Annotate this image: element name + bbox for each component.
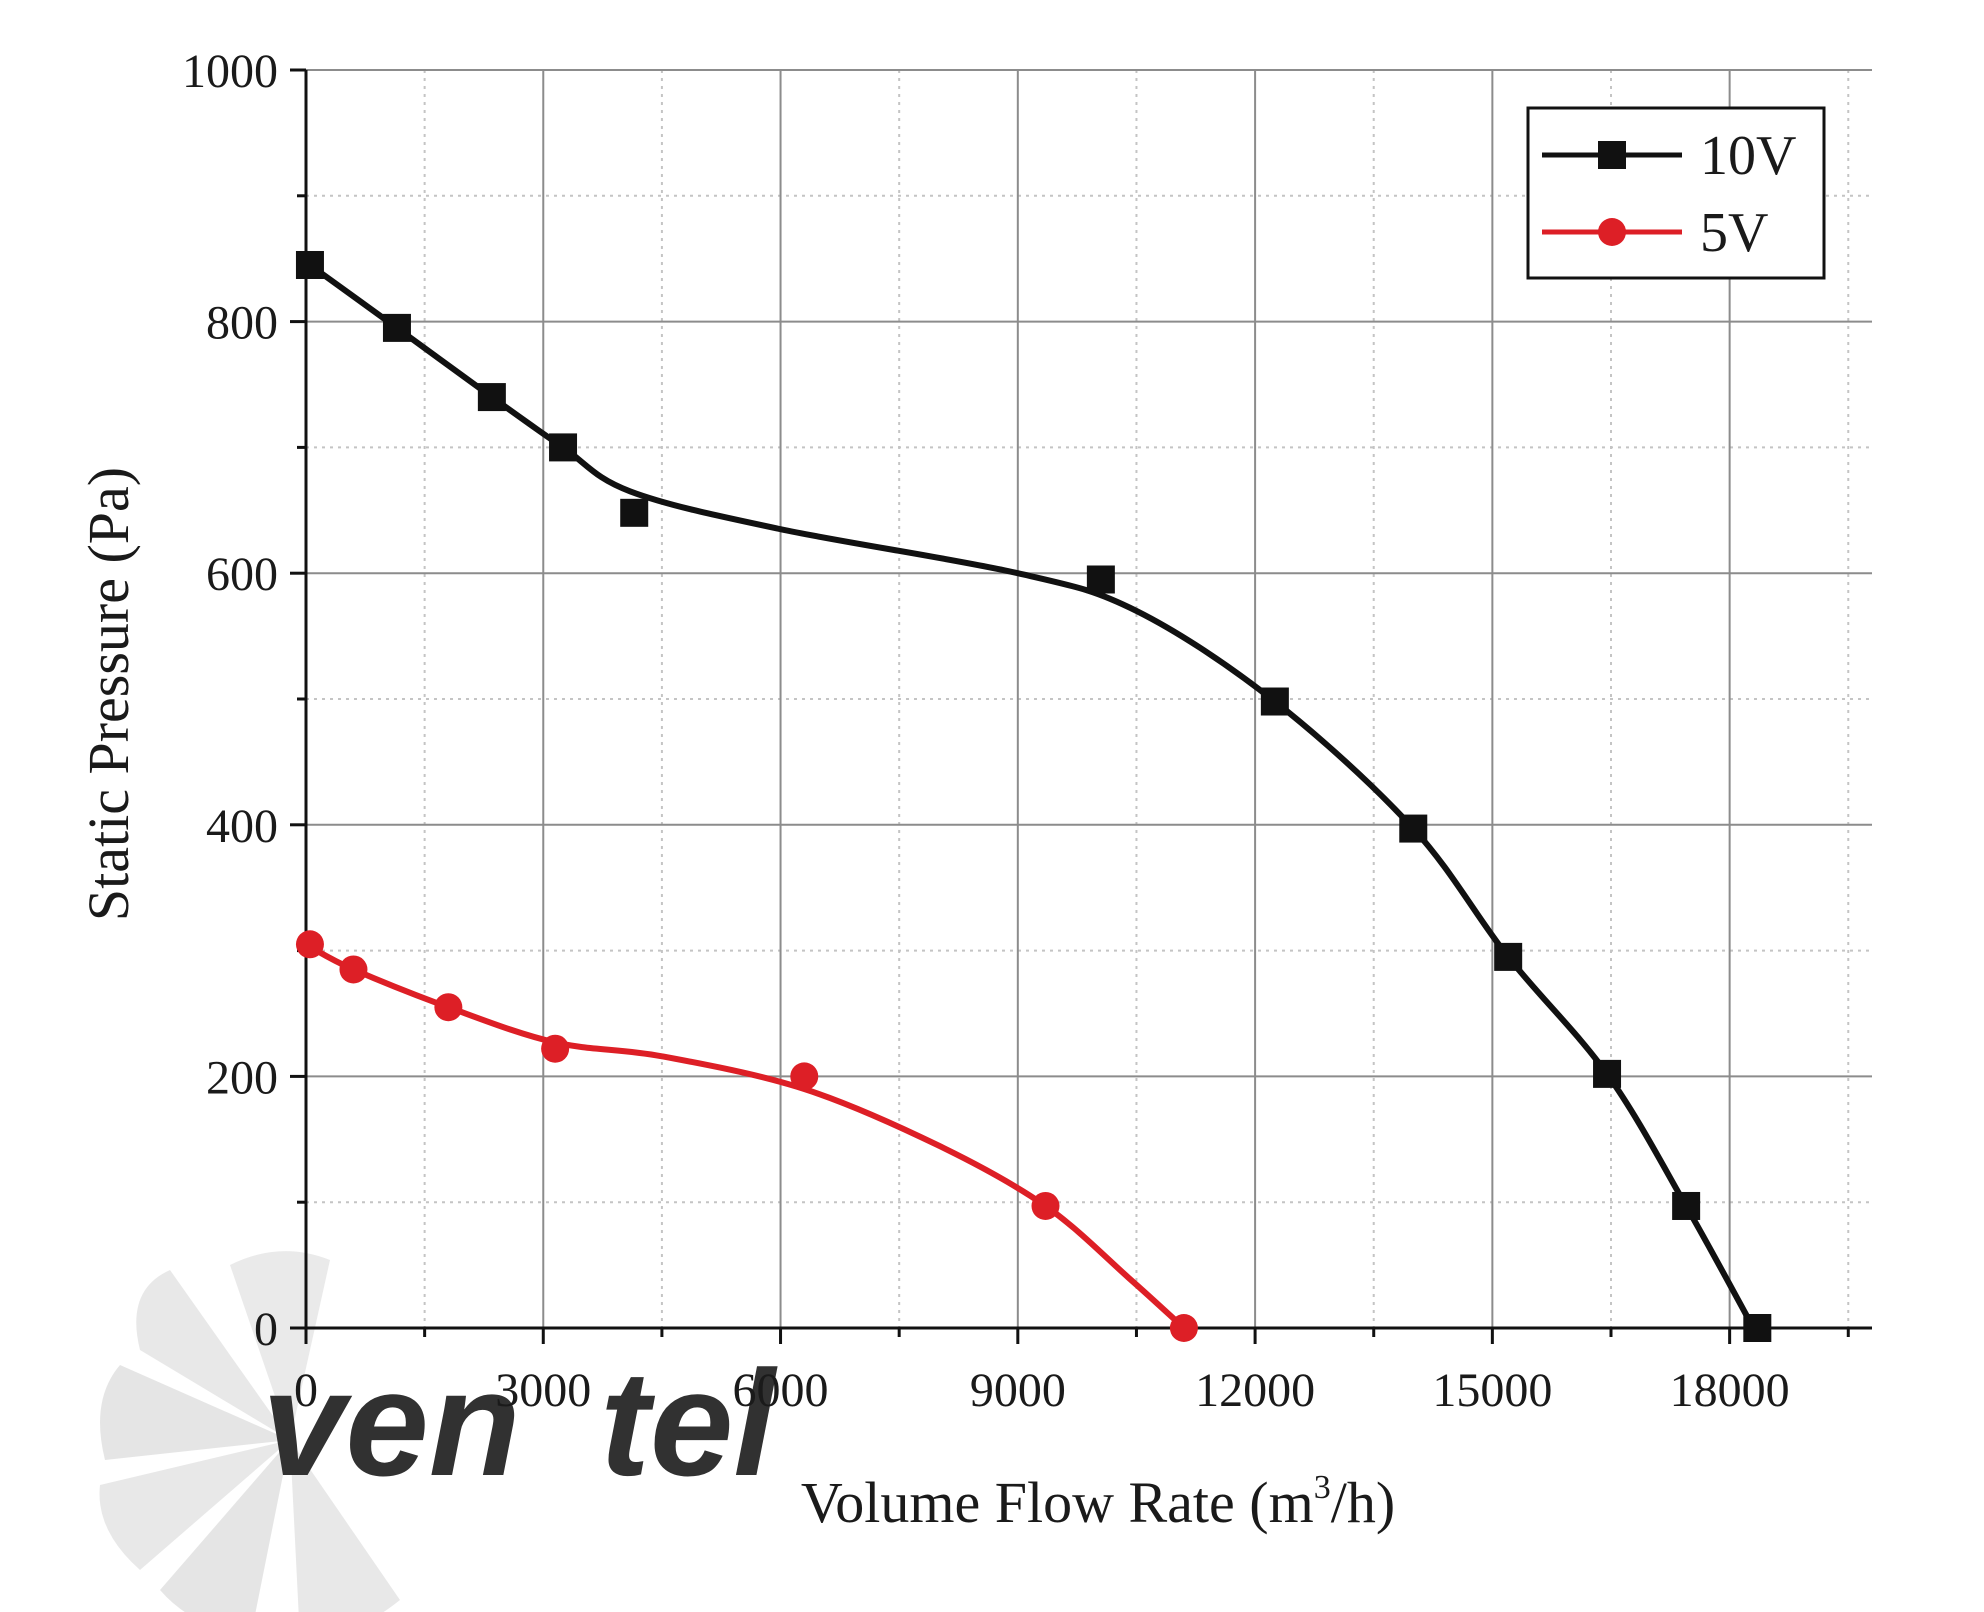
x-tick-label: 12000 [1195, 1364, 1315, 1417]
data-point-10v [295, 250, 324, 279]
watermark-logo: ven tel [99, 1251, 778, 1612]
x-tick-label: 18000 [1670, 1364, 1790, 1417]
data-point-10v [1672, 1191, 1701, 1220]
data-point-10v [1743, 1314, 1772, 1342]
x-axis-title-superscript: 3 [1314, 1469, 1331, 1506]
grid [306, 69, 1872, 1328]
axes: 0 3000 6000 9000 12000 15000 18000 0 200 400 600 80… [182, 45, 1872, 1417]
y-tick-label: 400 [206, 800, 278, 853]
data-point-5v [541, 1034, 570, 1063]
fan-icon [99, 1251, 400, 1612]
data-point-5v [790, 1062, 819, 1091]
data-point-10v [549, 433, 578, 462]
data-point-10v [1494, 942, 1523, 971]
watermark-text-gray: ven [262, 1339, 520, 1507]
data-point-10v [1086, 565, 1115, 594]
x-tick-label: 0 [294, 1364, 318, 1417]
series-10v [295, 250, 1772, 1342]
y-tick-label: 800 [206, 297, 278, 350]
x-axis-title: Volume Flow Rate (m3/h) [801, 1469, 1395, 1535]
legend: 10V 5V [1526, 106, 1826, 280]
legend-label-5v: 5V [1700, 202, 1768, 264]
data-point-10v [620, 498, 649, 527]
series-5v [295, 930, 1198, 1342]
legend-marker-10v [1598, 141, 1626, 169]
x-tick-label: 3000 [495, 1364, 591, 1417]
y-tick-label: 600 [206, 548, 278, 601]
data-point-10v [382, 313, 411, 342]
series-layer [295, 250, 1772, 1342]
y-tick-label: 1000 [182, 45, 278, 98]
y-tick-label: 0 [254, 1303, 278, 1356]
data-point-10v [477, 383, 506, 412]
series-line-10v [307, 262, 1757, 1331]
y-axis-title: Static Pressure (Pa) [76, 467, 141, 921]
legend-label-10v: 10V [1700, 125, 1796, 187]
watermark-text-blue: tel [600, 1339, 778, 1507]
data-point-5v [1169, 1314, 1198, 1342]
data-point-10v [1260, 687, 1289, 716]
data-point-5v [434, 993, 463, 1022]
data-point-5v [1031, 1191, 1060, 1220]
data-point-5v [295, 930, 324, 959]
data-point-5v [339, 955, 368, 984]
series-line-5v [307, 943, 1187, 1331]
x-tick-label: 15000 [1432, 1364, 1552, 1417]
x-axis-title-suffix: /h) [1331, 1470, 1395, 1535]
legend-marker-5v [1598, 218, 1626, 246]
data-point-10v [1399, 814, 1428, 843]
legend-box [1526, 106, 1826, 280]
y-tick-label: 200 [206, 1051, 278, 1104]
data-point-10v [1593, 1059, 1622, 1088]
x-axis-title-main: Volume Flow Rate (m [801, 1470, 1314, 1535]
x-tick-label: 9000 [970, 1364, 1066, 1417]
x-tick-label: 6000 [733, 1364, 829, 1417]
